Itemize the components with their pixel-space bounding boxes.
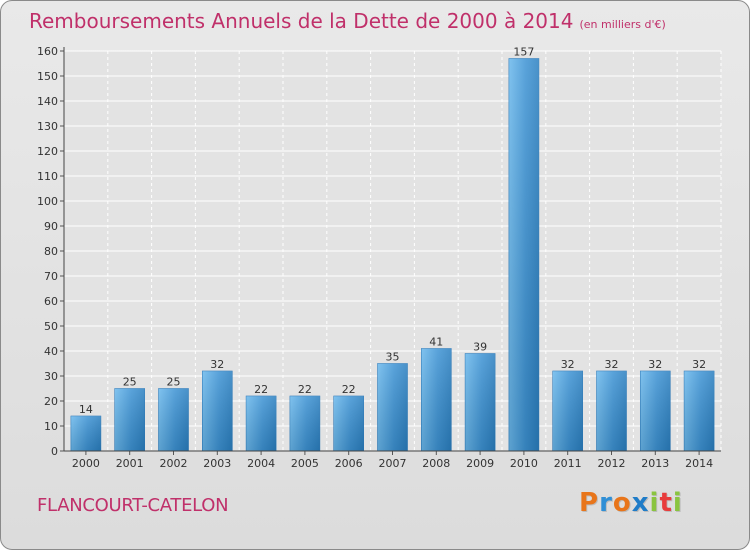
- bar-shade: [465, 353, 496, 451]
- x-tick-label: 2010: [510, 457, 538, 470]
- bar-shade: [640, 371, 671, 451]
- x-tick-label: 2008: [422, 457, 450, 470]
- bar-shade: [289, 396, 320, 451]
- data-label: 25: [167, 376, 181, 389]
- data-label: 14: [79, 403, 93, 416]
- bar-shade: [333, 396, 364, 451]
- bar-shade: [246, 396, 277, 451]
- y-tick-label: 30: [44, 370, 58, 383]
- data-label: 35: [386, 351, 400, 364]
- x-tick-label: 2005: [291, 457, 319, 470]
- bar-shade: [202, 371, 233, 451]
- data-label: 32: [210, 358, 224, 371]
- y-tick-label: 110: [37, 170, 58, 183]
- y-tick-label: 140: [37, 95, 58, 108]
- x-tick-label: 2013: [641, 457, 669, 470]
- y-tick-label: 50: [44, 320, 58, 333]
- data-label: 39: [473, 341, 487, 354]
- bar-shade: [508, 58, 539, 451]
- y-tick-label: 60: [44, 295, 58, 308]
- logo-letter: i: [672, 488, 683, 518]
- x-tick-label: 2001: [116, 457, 144, 470]
- proxiti-logo: Proxiti: [579, 488, 683, 518]
- bar-shade: [114, 388, 145, 451]
- x-tick-label: 2003: [203, 457, 231, 470]
- y-tick-label: 80: [44, 245, 58, 258]
- x-tick-label: 2004: [247, 457, 275, 470]
- y-tick-label: 120: [37, 145, 58, 158]
- x-tick-label: 2006: [335, 457, 363, 470]
- data-label: 22: [298, 383, 312, 396]
- data-label: 32: [648, 358, 662, 371]
- data-label: 157: [513, 46, 534, 59]
- bar-shade: [70, 416, 101, 451]
- y-tick-label: 130: [37, 120, 58, 133]
- chart-title: Remboursements Annuels de la Dette de 20…: [29, 9, 666, 33]
- data-label: 22: [342, 383, 356, 396]
- bar-shade: [684, 371, 715, 451]
- y-tick-label: 150: [37, 70, 58, 83]
- data-label: 22: [254, 383, 268, 396]
- logo-letter: P: [579, 488, 600, 518]
- logo-letter: r: [599, 488, 613, 518]
- unit-note: (en milliers d'€): [579, 18, 666, 31]
- y-tick-label: 40: [44, 345, 58, 358]
- data-label: 32: [605, 358, 619, 371]
- x-tick-label: 2007: [379, 457, 407, 470]
- logo-letter: x: [631, 488, 650, 518]
- bar-shade: [596, 371, 627, 451]
- y-tick-label: 10: [44, 420, 58, 433]
- data-label: 32: [692, 358, 706, 371]
- logo-letter: t: [659, 488, 673, 518]
- x-tick-label: 2009: [466, 457, 494, 470]
- x-tick-label: 2012: [598, 457, 626, 470]
- x-tick-label: 2000: [72, 457, 100, 470]
- logo-letter: i: [649, 488, 660, 518]
- x-tick-label: 2014: [685, 457, 713, 470]
- data-label: 41: [429, 336, 443, 349]
- bar-shade: [377, 363, 408, 451]
- data-label: 32: [561, 358, 575, 371]
- data-label: 25: [123, 376, 137, 389]
- logo-letter: o: [612, 488, 632, 518]
- commune-name: FLANCOURT-CATELON: [37, 495, 229, 516]
- y-tick-label: 70: [44, 270, 58, 283]
- y-tick-label: 160: [37, 45, 58, 58]
- chart-title-text: Remboursements Annuels de la Dette de 20…: [29, 9, 574, 33]
- y-tick-label: 90: [44, 220, 58, 233]
- y-tick-label: 20: [44, 395, 58, 408]
- x-tick-label: 2002: [160, 457, 188, 470]
- y-tick-label: 100: [37, 195, 58, 208]
- bar-shade: [552, 371, 583, 451]
- y-tick-label: 0: [51, 445, 58, 458]
- x-tick-label: 2011: [554, 457, 582, 470]
- bar-shade: [421, 348, 452, 451]
- bar-shade: [158, 388, 189, 451]
